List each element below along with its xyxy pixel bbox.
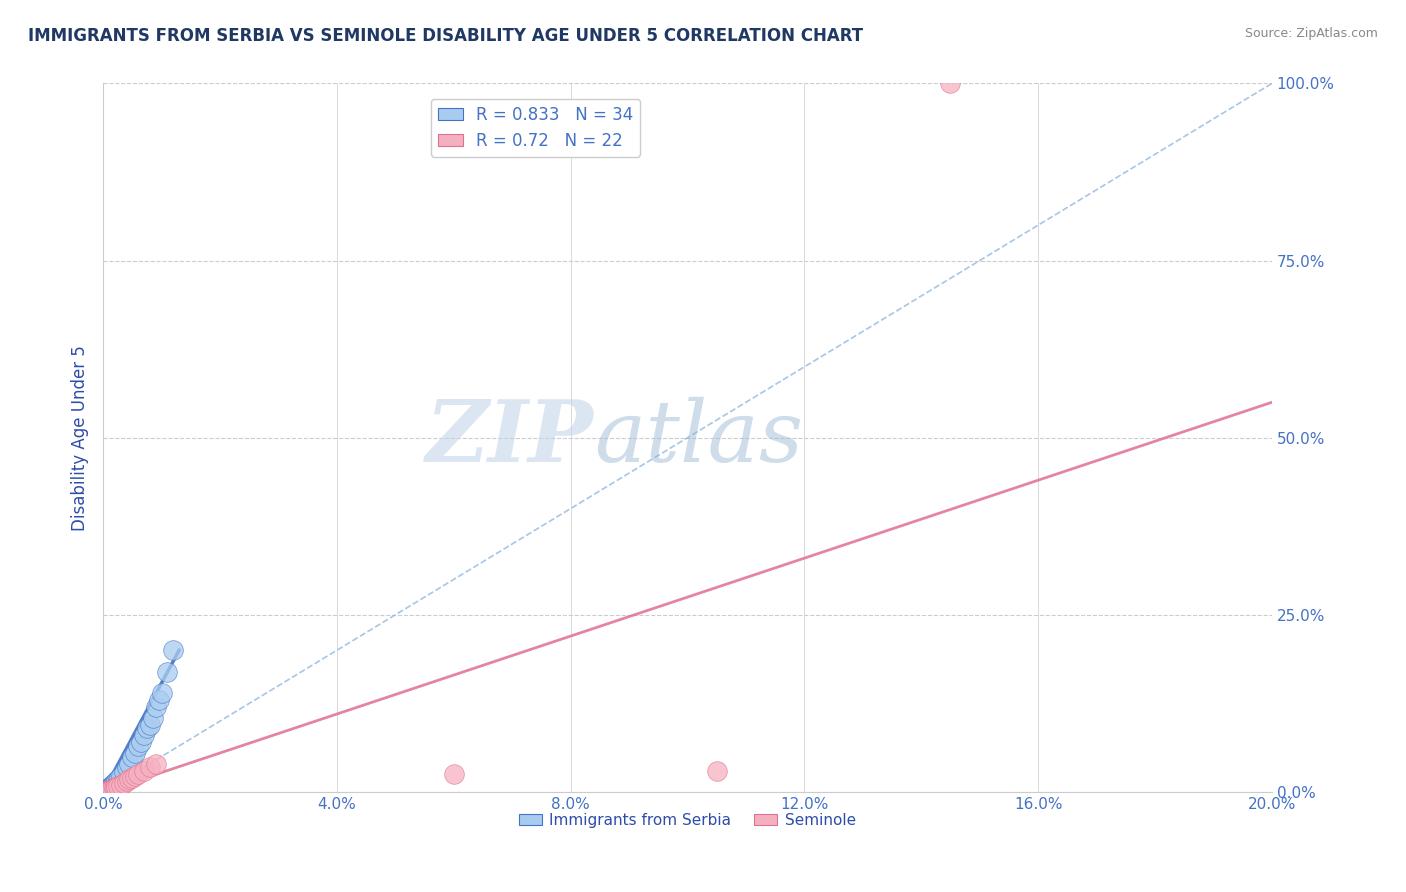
Point [100,779,122,793]
Point [443,767,465,781]
Point [148,693,170,707]
Point [94,784,117,798]
Point [139,760,162,774]
Point [127,767,149,781]
Point [121,749,143,764]
Point [104,780,127,794]
Point [124,746,146,760]
Point [96,782,118,797]
Point [118,756,141,771]
Point [132,728,155,742]
Point [112,776,135,790]
Point [939,77,962,91]
Point [156,665,179,679]
Point [110,769,132,783]
Point [121,771,143,785]
Point [98,783,121,797]
Point [110,778,132,792]
Point [101,778,124,792]
Point [108,771,131,785]
Point [142,710,165,724]
Point [103,781,125,796]
Legend: Immigrants from Serbia, Seminole: Immigrants from Serbia, Seminole [513,806,862,834]
Point [127,739,149,753]
Point [139,717,162,731]
Point [100,779,122,793]
Point [98,781,121,796]
Point [112,765,135,780]
Point [706,764,728,778]
Text: IMMIGRANTS FROM SERBIA VS SEMINOLE DISABILITY AGE UNDER 5 CORRELATION CHART: IMMIGRANTS FROM SERBIA VS SEMINOLE DISAB… [28,27,863,45]
Point [132,764,155,778]
Y-axis label: Disability Age Under 5: Disability Age Under 5 [72,345,89,531]
Point [115,760,138,774]
Point [101,779,124,793]
Point [98,782,121,797]
Point [107,772,129,787]
Point [97,781,120,796]
Point [104,780,127,795]
Text: atlas: atlas [593,396,803,479]
Point [150,686,173,700]
Point [94,782,117,797]
Point [101,782,124,797]
Point [145,700,167,714]
Point [104,776,127,790]
Text: Source: ZipAtlas.com: Source: ZipAtlas.com [1244,27,1378,40]
Point [124,769,146,783]
Point [103,776,125,790]
Point [94,783,117,797]
Point [98,780,121,795]
Point [129,735,152,749]
Point [145,756,167,771]
Point [136,721,159,735]
Point [162,643,184,657]
Text: ZIP: ZIP [426,396,593,480]
Point [107,779,129,793]
Point [93,784,115,798]
Point [97,783,120,797]
Point [115,774,138,789]
Point [118,772,141,787]
Point [104,774,127,789]
Point [96,782,118,797]
